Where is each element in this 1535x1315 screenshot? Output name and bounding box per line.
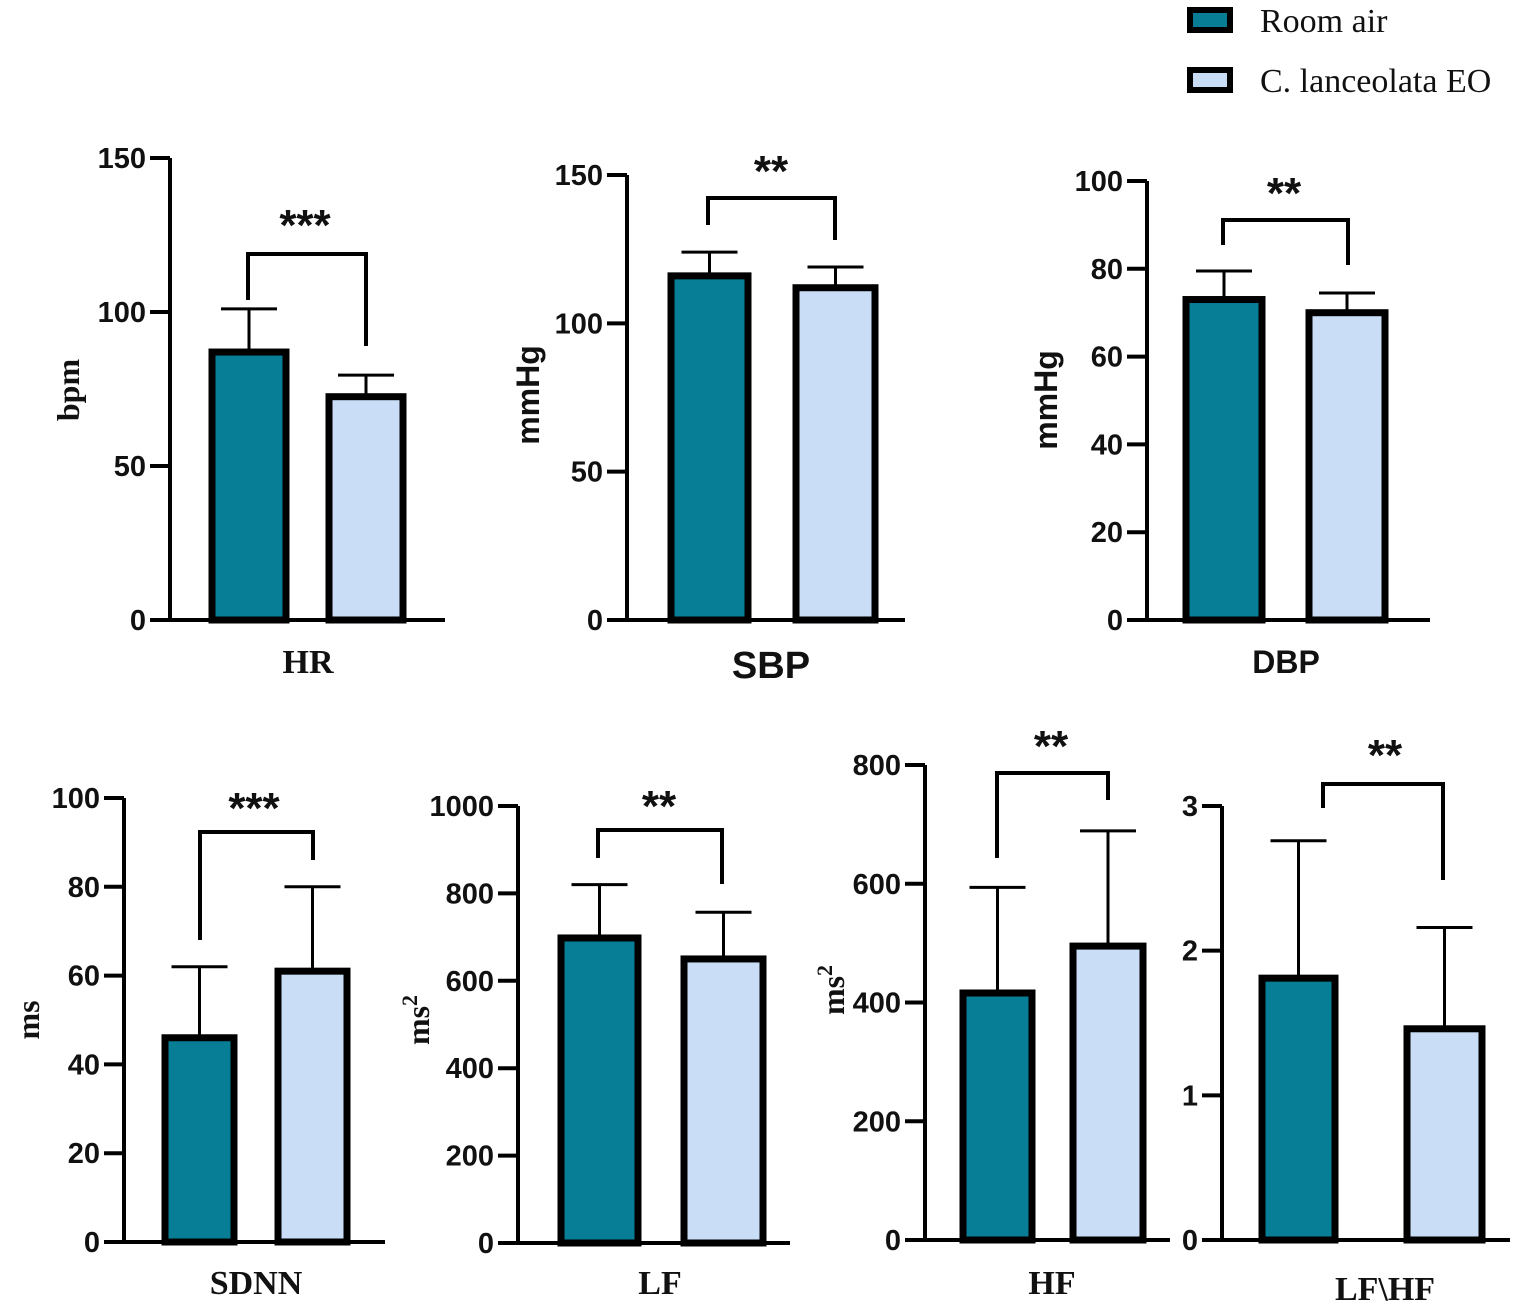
significance-bracket <box>995 771 1110 858</box>
y-tick-label: 40 <box>1091 429 1123 461</box>
bar-room-air <box>208 348 290 624</box>
y-axis-label: ms <box>10 1000 46 1039</box>
y-tick-label: 0 <box>478 1228 494 1260</box>
bar-room-air <box>1258 974 1339 1244</box>
chart-panel-7: 0 1 2 3 LF\HF ** <box>1182 731 1510 1308</box>
significance-stars: ** <box>1034 722 1069 771</box>
significance-stars: *** <box>279 201 331 250</box>
y-tick-label: 50 <box>114 451 146 483</box>
significance-bracket <box>1321 782 1445 880</box>
y-tick-label: 60 <box>68 961 100 993</box>
y-tick-label: 0 <box>587 605 603 637</box>
y-tick-label: 200 <box>446 1141 494 1173</box>
y-tick-label: 100 <box>1075 166 1123 198</box>
y-tick-label: 200 <box>853 1106 901 1138</box>
y-axis-label: bpm <box>50 359 86 422</box>
chart-panel-6: 0 200 400 600 800 HF ms2 ** <box>812 722 1170 1302</box>
y-tick-label: 40 <box>68 1049 100 1081</box>
significance-bracket <box>246 252 368 346</box>
y-tick-label: 1 <box>1182 1080 1198 1112</box>
y-tick-label: 800 <box>446 878 494 910</box>
legend-swatch-room-air <box>1187 7 1233 33</box>
chart-panel-3: 0 20 40 60 80 100 DBP mmHg ** <box>1028 166 1430 680</box>
y-tick-label: 150 <box>555 160 603 192</box>
y-tick-label: 80 <box>1091 254 1123 286</box>
y-tick-label: 0 <box>1107 605 1123 637</box>
y-tick-label: 100 <box>555 308 603 340</box>
x-axis-label: SDNN <box>210 1265 303 1302</box>
y-tick-label: 150 <box>98 143 146 175</box>
x-axis-label: SBP <box>732 645 810 687</box>
y-tick-label: 20 <box>68 1138 100 1170</box>
significance-stars: *** <box>228 784 280 833</box>
chart-panel-4: 0 20 40 60 80 100 SDNN ms *** <box>10 783 385 1302</box>
y-tick-label: 800 <box>853 750 901 782</box>
y-axis-label: mmHg <box>1028 350 1064 450</box>
y-tick-label: 600 <box>853 869 901 901</box>
bar-eo <box>1403 1025 1486 1244</box>
y-tick-label: 600 <box>446 966 494 998</box>
bar-eo <box>325 393 407 624</box>
bar-eo <box>274 967 351 1246</box>
y-tick-label: 0 <box>1182 1225 1198 1257</box>
significance-bracket <box>706 196 837 240</box>
significance-stars: ** <box>1368 731 1403 780</box>
legend-label-eo: C. lanceolata EO <box>1260 63 1491 100</box>
significance-bracket <box>198 830 315 940</box>
bar-room-air <box>1182 296 1266 624</box>
y-tick-label: 2 <box>1182 936 1198 968</box>
y-tick-label: 100 <box>98 297 146 329</box>
y-axis-label: ms2 <box>812 965 851 1015</box>
y-tick-label: 80 <box>68 872 100 904</box>
bar-room-air <box>667 272 752 624</box>
y-tick-label: 0 <box>84 1227 100 1259</box>
bar-room-air <box>557 934 642 1247</box>
legend-label-room-air: Room air <box>1260 3 1388 40</box>
significance-bracket <box>1221 218 1350 265</box>
significance-stars: ** <box>1267 169 1302 218</box>
x-axis-label: LF <box>638 1265 681 1302</box>
x-axis-label: HR <box>283 644 334 681</box>
bar-eo <box>680 955 767 1247</box>
y-axis-label: mmHg <box>510 345 546 445</box>
significance-stars: ** <box>642 782 677 831</box>
legend-swatch-eo <box>1187 67 1233 93</box>
chart-panel-2: 0 50 100 150 SBP mmHg ** <box>510 147 905 687</box>
x-axis-label: LF\HF <box>1335 1271 1435 1308</box>
y-axis-label: ms2 <box>397 995 436 1045</box>
y-tick-label: 100 <box>52 783 100 815</box>
chart-panel-5: 0 200 400 600 800 1000 LF ms2 ** <box>397 782 790 1302</box>
x-axis-label: HF <box>1028 1265 1075 1302</box>
y-tick-label: 50 <box>571 457 603 489</box>
y-tick-label: 3 <box>1182 791 1198 823</box>
y-tick-label: 400 <box>853 988 901 1020</box>
chart-panel-1: 0 50 100 150 HR bpm *** <box>50 143 445 681</box>
bar-eo <box>1305 309 1389 624</box>
y-tick-label: 60 <box>1091 342 1123 374</box>
y-tick-label: 0 <box>885 1225 901 1257</box>
x-axis-label: DBP <box>1252 644 1320 680</box>
bar-eo <box>1069 942 1147 1244</box>
y-tick-label: 400 <box>446 1053 494 1085</box>
y-tick-label: 1000 <box>429 791 494 823</box>
bar-room-air <box>161 1034 238 1246</box>
y-tick-label: 0 <box>130 605 146 637</box>
significance-stars: ** <box>754 147 789 196</box>
significance-bracket <box>596 828 724 884</box>
bar-eo <box>792 284 879 624</box>
legend: Room air C. lanceolata EO <box>1187 3 1491 100</box>
bar-room-air <box>959 989 1036 1244</box>
y-tick-label: 20 <box>1091 517 1123 549</box>
